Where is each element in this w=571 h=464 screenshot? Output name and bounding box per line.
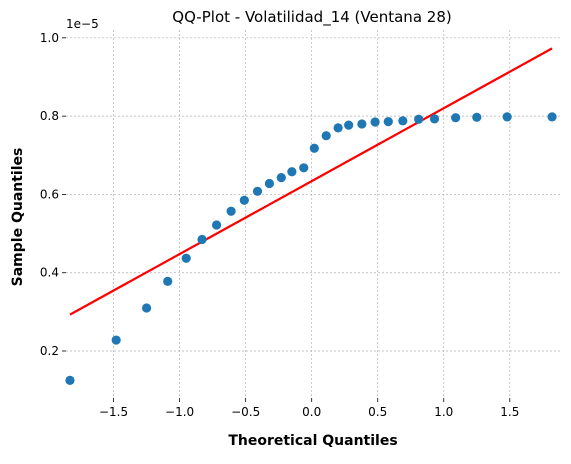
y-offset-label: 1e−5 <box>66 17 99 31</box>
data-point <box>111 335 121 345</box>
y-tick-label: 0.2 <box>40 344 59 358</box>
y-tick-label: 0.6 <box>40 187 59 201</box>
data-point <box>299 163 309 173</box>
data-point <box>451 113 461 123</box>
data-point <box>547 112 557 122</box>
data-point <box>276 172 286 183</box>
x-tick-label: −1.0 <box>165 405 194 419</box>
reference-line <box>69 47 553 316</box>
tick-layer: −1.5 −1.0 −0.5 0.0 0.5 1.0 1.5 0.2 0.4 0.6 0.8 1.0 <box>40 31 519 419</box>
y-tick-label: 0.8 <box>40 109 59 123</box>
data-point <box>370 117 380 127</box>
y-tick-label: 1.0 <box>40 31 59 45</box>
data-point <box>414 114 424 124</box>
data-point <box>197 234 207 245</box>
y-axis-label: Sample Quantiles <box>10 148 26 287</box>
data-point <box>287 167 297 177</box>
x-tick-label: 0.0 <box>302 405 321 419</box>
data-point <box>344 120 354 130</box>
x-tick-label: −0.5 <box>231 405 260 419</box>
data-point <box>472 112 482 122</box>
data-point <box>141 303 152 313</box>
data-point <box>309 143 319 153</box>
data-point <box>181 253 191 263</box>
y-tick-label: 0.4 <box>40 266 59 280</box>
data-point <box>211 220 222 230</box>
data-point <box>163 276 173 286</box>
x-tick-label: 0.5 <box>368 405 387 419</box>
data-point <box>252 186 263 196</box>
data-point <box>357 119 367 129</box>
reference-line-layer <box>69 47 553 316</box>
data-point <box>65 375 75 385</box>
data-point <box>429 114 440 124</box>
chart-title: QQ-Plot - Volatilidad_14 (Ventana 28) <box>172 8 451 27</box>
data-point <box>398 116 408 126</box>
x-tick-label: 1.0 <box>434 405 453 419</box>
x-tick-label: 1.5 <box>500 405 519 419</box>
grid-layer <box>66 30 560 398</box>
data-point <box>321 131 331 141</box>
data-point <box>333 123 343 133</box>
x-axis-label: Theoretical Quantiles <box>228 433 397 449</box>
data-point <box>502 112 512 122</box>
points-layer <box>65 112 557 385</box>
x-tick-label: −1.5 <box>99 405 128 419</box>
data-point <box>383 117 393 127</box>
data-point <box>264 178 275 189</box>
data-point <box>239 195 249 205</box>
data-point <box>226 206 236 216</box>
